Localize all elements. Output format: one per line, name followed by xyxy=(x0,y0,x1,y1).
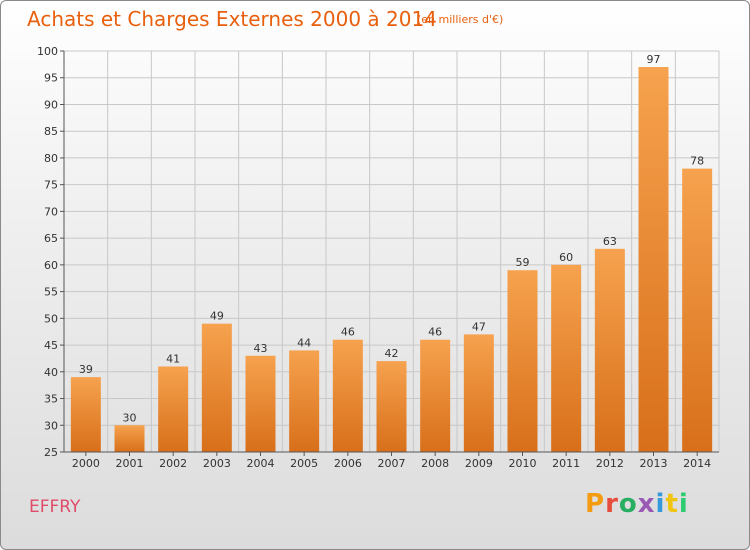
bar-value-label: 43 xyxy=(254,342,268,355)
y-tick-label: 65 xyxy=(44,232,58,245)
x-tick-label: 2010 xyxy=(509,457,537,470)
y-tick-label: 35 xyxy=(44,393,58,406)
commune-name: EFFRY xyxy=(29,497,81,517)
x-tick-label: 2008 xyxy=(421,457,449,470)
bars: 39 30 41 49 43 44 46 42 46 47 59 60 63 97 78 xyxy=(70,53,713,453)
x-tick-label: 2014 xyxy=(683,457,711,470)
logo-letter: t xyxy=(665,489,679,519)
bar-value-label: 63 xyxy=(603,235,617,248)
bar-2013 xyxy=(638,67,669,452)
chart-title: Achats et Charges Externes 2000 à 2014 xyxy=(27,7,437,31)
logo-letter: x xyxy=(637,489,656,519)
bar-value-label: 47 xyxy=(472,320,486,333)
bar-value-label: 78 xyxy=(690,155,704,168)
x-tick-label: 2012 xyxy=(596,457,624,470)
bar-2010 xyxy=(507,270,538,452)
y-tick-label: 70 xyxy=(44,205,58,218)
y-tick-label: 25 xyxy=(44,446,58,459)
bar-2011 xyxy=(551,264,582,452)
x-tick-label: 2011 xyxy=(552,457,580,470)
bar-2004 xyxy=(245,355,276,452)
x-tick-label: 2004 xyxy=(247,457,275,470)
axes: 25 30 35 40 45 50 55 60 65 70 75 80 85 90 95 100 2000 200… xyxy=(37,45,719,470)
bar-value-label: 46 xyxy=(341,326,355,339)
bar-value-label: 46 xyxy=(428,326,442,339)
proxiti-logo[interactable]: Proxiti xyxy=(585,489,689,519)
x-tick-label: 2009 xyxy=(465,457,493,470)
bar-2014 xyxy=(682,168,713,453)
bar-value-label: 49 xyxy=(210,310,224,323)
x-tick-label: 2003 xyxy=(203,457,231,470)
x-tick-label: 2000 xyxy=(72,457,100,470)
logo-letter: P xyxy=(585,489,606,519)
y-tick-label: 100 xyxy=(37,45,58,58)
logo-letter: r xyxy=(605,489,619,519)
y-tick-label: 90 xyxy=(44,98,58,111)
y-tick-label: 60 xyxy=(44,259,58,272)
bar-value-label: 39 xyxy=(79,363,93,376)
bar-2006 xyxy=(332,339,363,452)
y-tick-label: 55 xyxy=(44,286,58,299)
y-tick-label: 30 xyxy=(44,419,58,432)
bar-value-label: 41 xyxy=(166,352,180,365)
bar-value-label: 30 xyxy=(123,411,137,424)
logo-letter: i xyxy=(655,489,666,519)
x-tick-label: 2006 xyxy=(334,457,362,470)
bar-2009 xyxy=(463,334,494,452)
x-tick-label: 2001 xyxy=(116,457,144,470)
bar-2001 xyxy=(114,425,145,452)
bar-2002 xyxy=(158,366,189,452)
x-tick-label: 2007 xyxy=(378,457,406,470)
logo-letter: o xyxy=(618,489,638,519)
logo-letter: i xyxy=(678,489,689,519)
bar-value-label: 60 xyxy=(559,251,573,264)
bar-2008 xyxy=(420,339,451,452)
x-tick-label: 2013 xyxy=(640,457,668,470)
bar-value-label: 59 xyxy=(516,256,530,269)
bar-value-label: 42 xyxy=(385,347,399,360)
bar-value-label: 97 xyxy=(647,53,661,66)
bar-2012 xyxy=(594,248,625,452)
y-tick-label: 50 xyxy=(44,312,58,325)
x-tick-label: 2005 xyxy=(290,457,318,470)
bar-value-label: 44 xyxy=(297,336,311,349)
y-tick-label: 85 xyxy=(44,125,58,138)
y-tick-label: 80 xyxy=(44,152,58,165)
x-tick-label: 2002 xyxy=(159,457,187,470)
bar-2003 xyxy=(201,323,232,452)
chart-subtitle: (en milliers d'€) xyxy=(417,13,504,26)
y-tick-label: 40 xyxy=(44,366,58,379)
bar-2000 xyxy=(70,377,101,452)
y-tick-label: 75 xyxy=(44,179,58,192)
bar-2007 xyxy=(376,361,407,452)
y-tick-label: 95 xyxy=(44,72,58,85)
bar-2005 xyxy=(289,350,320,452)
y-tick-label: 45 xyxy=(44,339,58,352)
